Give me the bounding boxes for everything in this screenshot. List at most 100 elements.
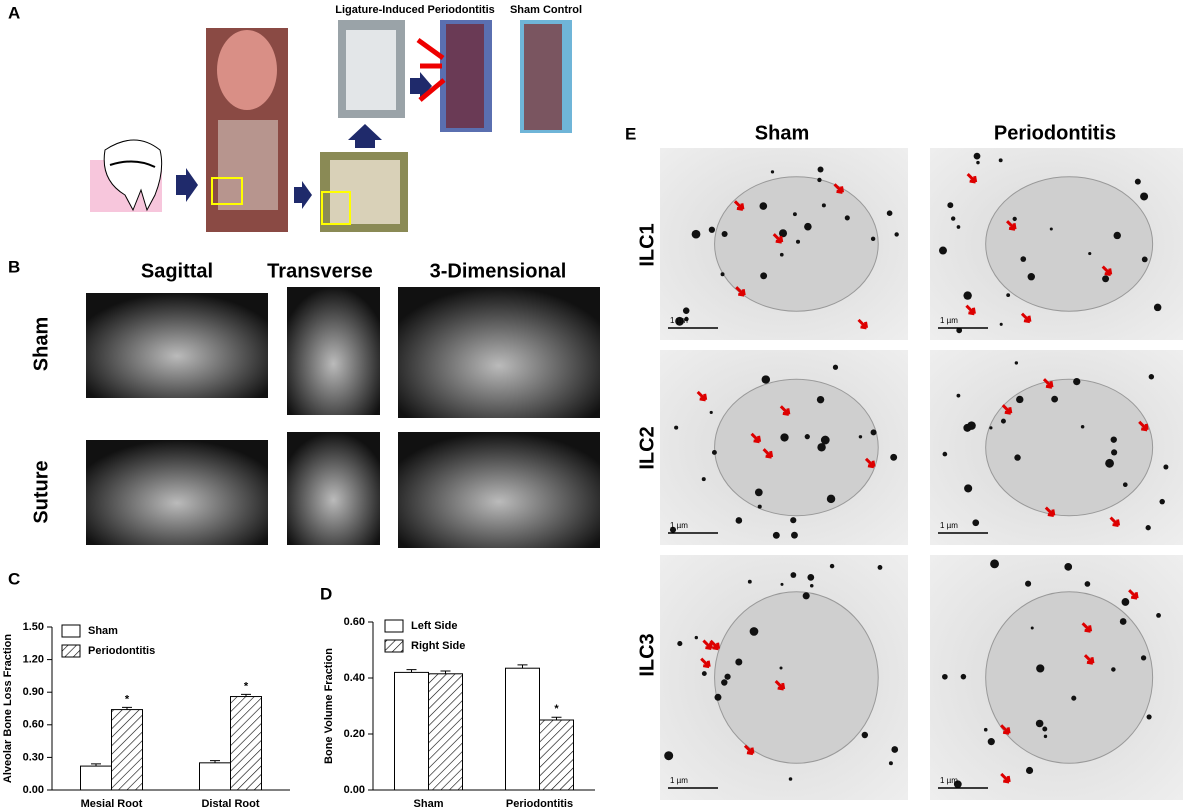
error-bar xyxy=(241,693,251,697)
granule xyxy=(1159,498,1165,505)
arrow xyxy=(702,639,713,651)
bar xyxy=(111,709,143,791)
bar xyxy=(505,667,540,791)
granule xyxy=(942,673,948,680)
granule xyxy=(780,433,789,442)
annotation: * xyxy=(244,680,249,692)
panel-label: D xyxy=(320,584,332,603)
arrow xyxy=(1044,506,1056,518)
granule xyxy=(1035,719,1044,728)
granule xyxy=(1020,256,1027,262)
granule xyxy=(976,160,980,165)
granule xyxy=(947,202,954,209)
column-header: Sagittal xyxy=(141,260,213,282)
granule xyxy=(1121,598,1130,606)
granule xyxy=(877,564,883,570)
granule xyxy=(802,592,810,600)
granule xyxy=(888,761,893,766)
granule xyxy=(1140,655,1147,661)
y-tick-label: 0.60 xyxy=(23,719,44,731)
row-header: Sham xyxy=(30,317,52,371)
granule xyxy=(1080,425,1085,429)
nucleus xyxy=(985,591,1154,764)
arrow xyxy=(1109,516,1121,528)
granule xyxy=(790,517,797,524)
error-bar xyxy=(91,763,101,767)
arrow xyxy=(1000,724,1011,735)
bar xyxy=(394,671,429,791)
arrow xyxy=(772,233,784,244)
granule xyxy=(701,477,706,482)
granule xyxy=(757,504,762,509)
granule xyxy=(724,673,731,680)
panel-label: C xyxy=(8,569,20,588)
granule xyxy=(675,316,685,326)
arrow xyxy=(709,639,721,651)
granule xyxy=(1148,374,1155,380)
granule xyxy=(1119,618,1127,625)
granule xyxy=(770,170,775,174)
granule xyxy=(1153,303,1162,312)
error-bar xyxy=(406,669,417,673)
granule xyxy=(1145,525,1151,531)
granule xyxy=(721,230,728,238)
panel-e-images: 1 µm 1 µm 1 µm 1 µm 1 µm 1 µm xyxy=(660,148,1183,800)
arrow xyxy=(762,448,774,459)
nucleus xyxy=(985,378,1154,517)
granule xyxy=(983,727,988,732)
granule xyxy=(861,731,869,739)
y-tick-label: 0.20 xyxy=(344,728,365,740)
panel-b-images xyxy=(86,287,600,548)
granule xyxy=(709,410,713,415)
arrow xyxy=(1006,220,1017,231)
scale-bar-label: 1 µm xyxy=(670,521,688,530)
granule xyxy=(820,435,830,445)
arrow xyxy=(1000,772,1011,784)
granule xyxy=(684,316,689,322)
granule xyxy=(1051,395,1059,403)
granule xyxy=(1025,580,1032,587)
column-header: 3-Dimensional xyxy=(430,260,567,282)
legend-label: Right Side xyxy=(411,640,465,652)
column-header: Sham xyxy=(755,122,809,144)
granule xyxy=(701,671,707,677)
granule xyxy=(804,222,812,231)
granule xyxy=(1036,664,1045,673)
granule xyxy=(779,252,784,257)
annotation: * xyxy=(125,693,130,705)
scale-bar-label: 1 µm xyxy=(670,316,688,325)
granule xyxy=(1043,734,1048,739)
granule xyxy=(817,443,826,452)
granule xyxy=(942,451,948,457)
arrow xyxy=(1020,312,1032,324)
granule xyxy=(999,322,1003,326)
granule xyxy=(953,780,962,789)
granule xyxy=(772,531,780,539)
bar xyxy=(428,673,463,791)
arrow xyxy=(1083,654,1095,665)
row-header: ILC1 xyxy=(636,223,658,266)
granule xyxy=(829,563,835,569)
granule xyxy=(972,519,980,527)
granule xyxy=(749,627,759,636)
granule xyxy=(779,666,783,670)
granule xyxy=(1012,216,1017,222)
arrow xyxy=(733,200,745,211)
y-tick-label: 0.90 xyxy=(23,686,44,698)
x-tick-label: Distal Root xyxy=(201,798,259,809)
scale-bar-label: 1 µm xyxy=(940,521,958,530)
nucleus xyxy=(714,378,879,517)
scale-bar-label: 1 µm xyxy=(940,776,958,785)
granule xyxy=(1073,377,1081,386)
granule xyxy=(816,395,825,404)
granule xyxy=(870,429,877,436)
granule xyxy=(964,484,973,493)
image-title: Sham Control xyxy=(510,4,582,16)
granule xyxy=(1014,454,1021,461)
granule xyxy=(1111,449,1118,456)
granule xyxy=(761,375,770,384)
row-header: ILC3 xyxy=(636,633,658,676)
panel-label: A xyxy=(8,3,20,22)
granule xyxy=(1071,695,1077,701)
granule xyxy=(711,450,717,455)
